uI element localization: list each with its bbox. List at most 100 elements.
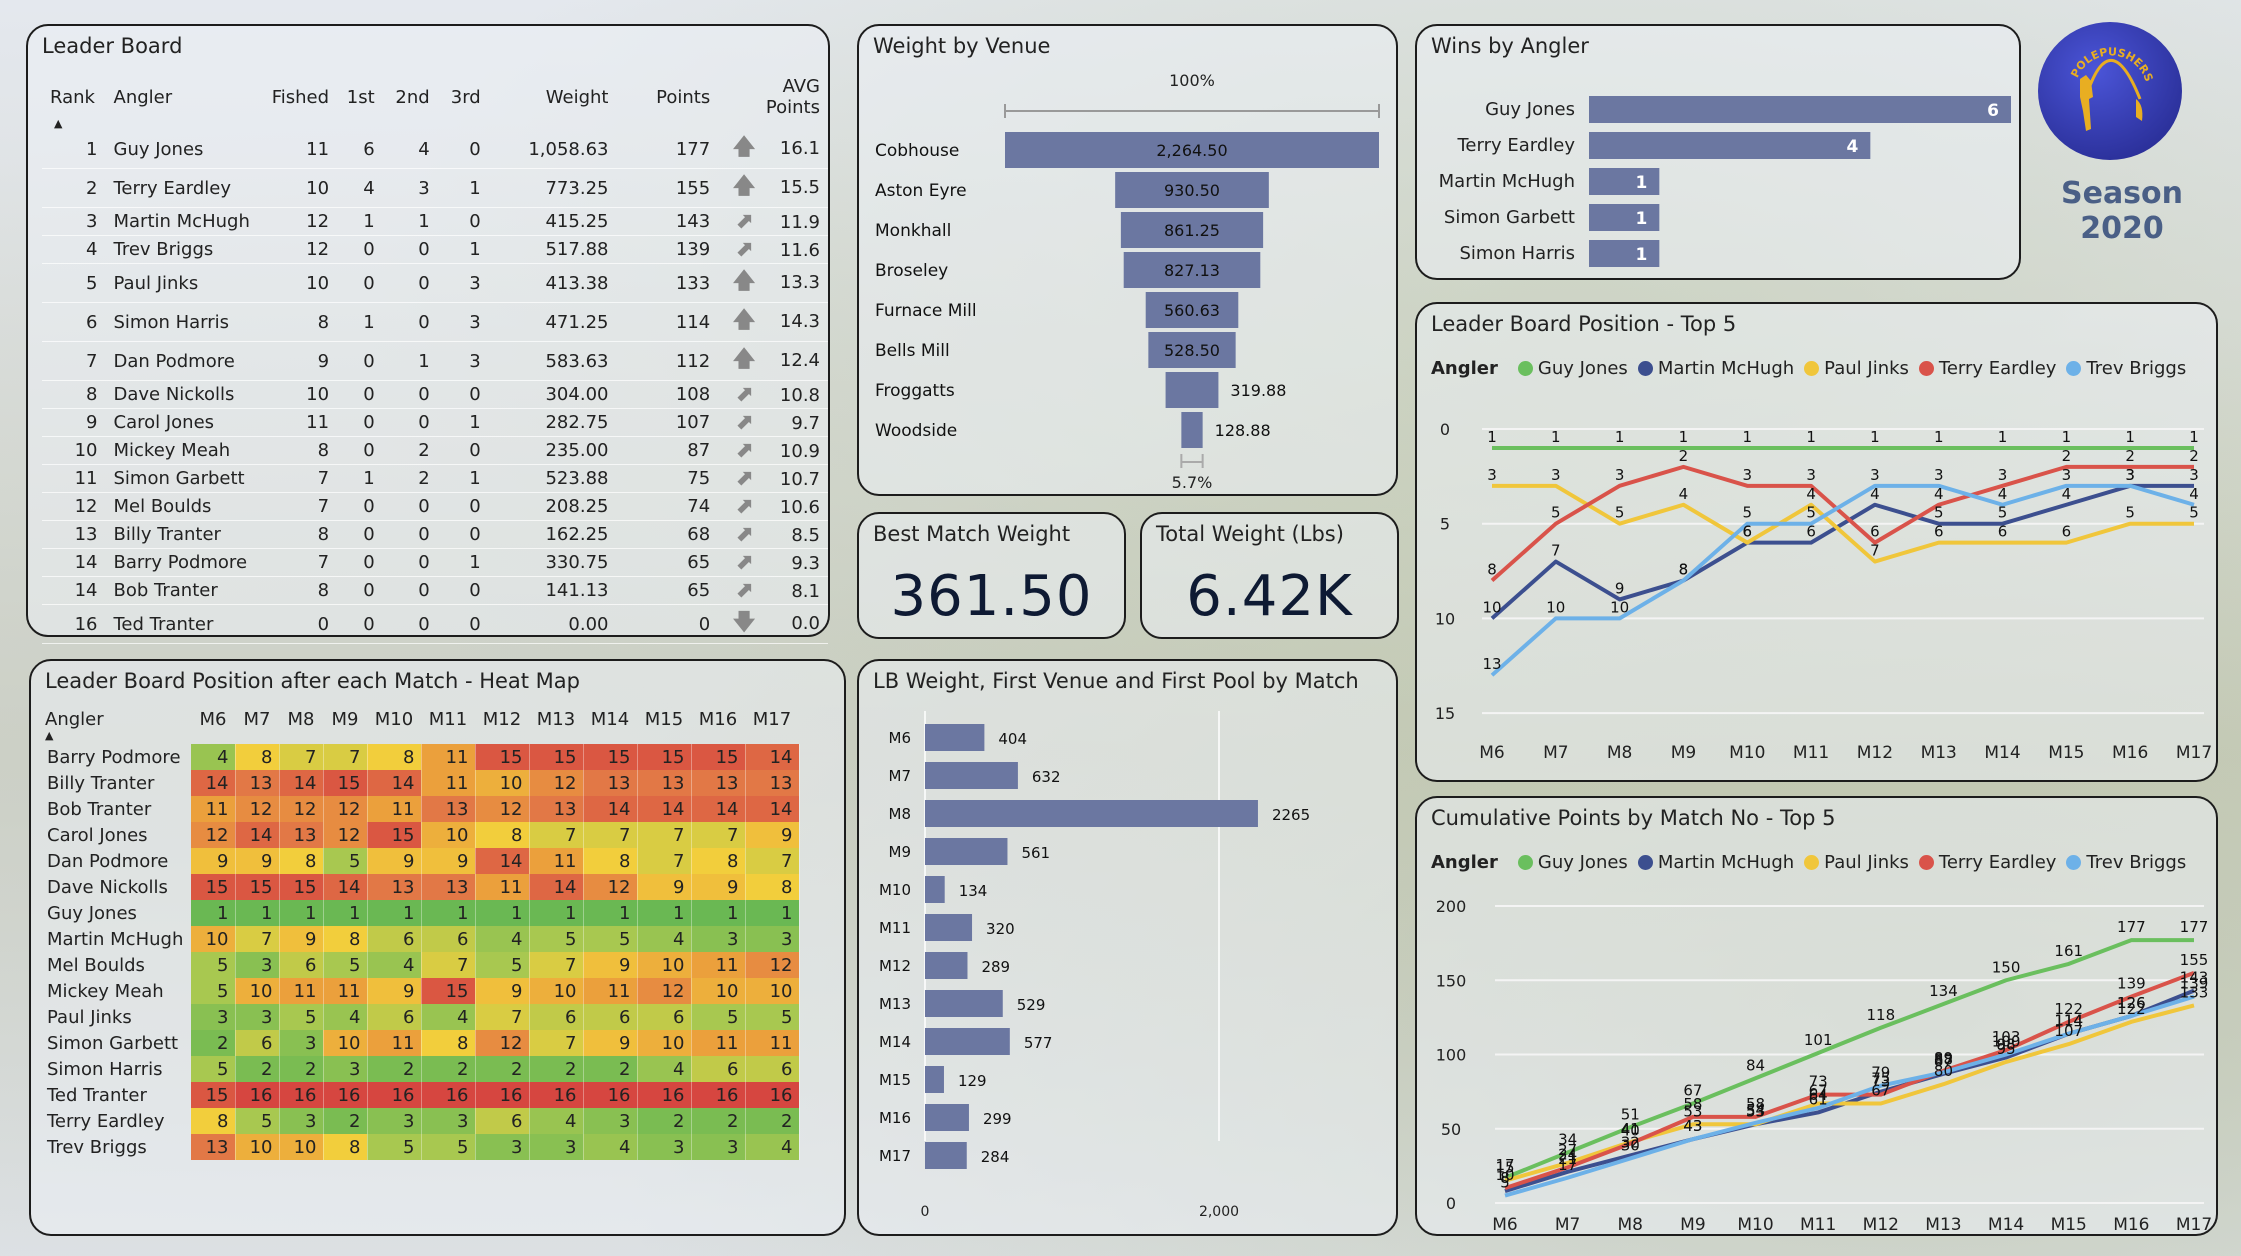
column-header-angler[interactable]: Angler [113,86,173,108]
data-label: 10 [1610,598,1629,616]
cell-avg-points: 🡅 15.5 [718,168,828,208]
legend-item[interactable]: Terry Eardley [1938,852,2057,873]
legend-item[interactable]: Guy Jones [1537,852,1628,873]
legend-item[interactable]: Martin McHugh [1657,358,1795,379]
series-line-terry-eardley[interactable] [1504,970,2195,1191]
legend-item[interactable]: Guy Jones [1537,358,1628,379]
column-header-avg-points[interactable]: AVG Points [765,76,820,118]
leader-board-row[interactable]: 6 Simon Harris 8 1 0 3 471.25 114 🡅 14.3 [42,302,828,342]
leader-board-row[interactable]: 10 Mickey Meah 8 0 2 0 235.00 87 ⬈ 10.9 [42,436,828,465]
leader-board-row[interactable]: 5 Paul Jinks 10 0 0 3 413.38 133 🡅 13.3 [42,263,828,303]
data-label: 43 [1683,1117,1702,1135]
data-label: 6 [1806,523,1816,541]
funnel-bar[interactable] [1115,172,1269,208]
heat-map-header-m9[interactable]: M9 [331,709,359,730]
leader-board-row[interactable]: 16 Ted Tranter 0 0 0 0 0.00 0 🡇 0.0 [42,604,828,644]
heat-map-header-m8[interactable]: M8 [287,709,315,730]
wins-bar[interactable] [1589,96,2011,123]
column-header-weight[interactable]: Weight [545,86,609,108]
heat-map-header-m14[interactable]: M14 [590,709,630,730]
cell-first: 1 [337,302,383,342]
heat-map-cell: 13 [745,770,800,796]
leader-board-row[interactable]: 1 Guy Jones 11 6 4 0 1,058.63 177 🡅 16.1 [42,130,828,169]
match-bar[interactable] [925,1066,944,1093]
leader-board-row[interactable]: 14 Bob Tranter 8 0 0 0 141.13 65 ⬈ 8.1 [42,576,828,605]
funnel-bar[interactable] [1148,332,1236,368]
wins-bar[interactable] [1589,132,1871,159]
heat-map-header-m13[interactable]: M13 [536,709,576,730]
match-bar[interactable] [925,876,945,903]
funnel-value-label: 861.25 [1164,221,1220,240]
series-line-trev-briggs[interactable] [1504,994,2195,1198]
heat-map-header-m17[interactable]: M17 [752,709,792,730]
leader-board-row[interactable]: 11 Simon Garbett 7 1 2 1 523.88 75 ⬈ 10.7 [42,464,828,493]
heat-map-header-m16[interactable]: M16 [698,709,738,730]
legend-item[interactable]: Trev Briggs [2086,358,2187,379]
funnel-bar[interactable] [1123,252,1261,288]
legend-item[interactable]: Paul Jinks [1824,852,1909,873]
column-header-third[interactable]: 3rd [450,86,481,108]
funnel-bar[interactable] [1165,372,1219,408]
match-bar[interactable] [925,762,1018,789]
leader-board-row[interactable]: 4 Trev Briggs 12 0 0 1 517.88 139 ⬈ 11.6 [42,235,828,264]
cell-second: 1 [382,341,438,381]
cell-third: 3 [437,341,489,381]
leader-board-row[interactable]: 12 Mel Boulds 7 0 0 0 208.25 74 ⬈ 10.6 [42,492,828,521]
match-bar[interactable] [925,1028,1010,1055]
cell-rank: 11 [42,464,106,493]
x-tick-label: M17 [2176,1215,2212,1234]
leader-board-row[interactable]: 14 Barry Podmore 7 0 0 1 330.75 65 ⬈ 9.3 [42,548,828,577]
data-label: 3 [2189,466,2199,484]
heat-map-cell: 16 [637,1082,692,1108]
match-bar[interactable] [925,1104,969,1131]
match-bar[interactable] [925,838,1008,865]
column-header-second[interactable]: 2nd [395,86,430,108]
heat-map-header-m10[interactable]: M10 [374,709,414,730]
leader-board-row[interactable]: 8 Dave Nickolls 10 0 0 0 304.00 108 ⬈ 10.8 [42,380,828,409]
column-header-points[interactable]: Points [656,86,711,108]
leader-board-row[interactable]: 9 Carol Jones 11 0 0 1 282.75 107 ⬈ 9.7 [42,408,828,437]
cell-first: 0 [337,436,383,465]
leader-board-row[interactable]: 7 Dan Podmore 9 0 1 3 583.63 112 🡅 12.4 [42,341,828,381]
leader-board-row[interactable]: 3 Martin McHugh 12 1 1 0 415.25 143 ⬈ 11.9 [42,207,828,236]
leader-board-row[interactable]: 2 Terry Eardley 10 4 3 1 773.25 155 🡅 15.5 [42,168,828,208]
series-line-guy-jones[interactable] [1504,938,2194,1180]
funnel-bar[interactable] [1005,132,1379,168]
legend-item[interactable]: Terry Eardley [1938,358,2057,379]
heat-map-header-m6[interactable]: M6 [199,709,227,730]
match-bar[interactable] [925,990,1003,1017]
match-bar[interactable] [925,952,968,979]
series-line-paul-jinks[interactable] [1492,483,2194,564]
wins-bar[interactable] [1589,204,1660,231]
funnel-bar[interactable] [1181,412,1203,448]
leader-board-row[interactable]: 13 Billy Tranter 8 0 0 0 162.25 68 ⬈ 8.5 [42,520,828,549]
column-header-rank[interactable]: Rank ▲ [50,86,95,131]
series-line-terry-eardley[interactable] [1490,464,2194,582]
heat-map-header-m11[interactable]: M11 [428,709,468,730]
cell-weight: 517.88 [488,235,617,264]
arrow-up-right-icon: ⬈ [734,494,754,519]
x-tick-label: M8 [1607,743,1632,763]
heat-map-cell: 10 [191,926,236,952]
legend-item[interactable]: Trev Briggs [2086,852,2187,873]
legend-item[interactable]: Martin McHugh [1657,852,1795,873]
heat-map-header-m12[interactable]: M12 [482,709,522,730]
x-tick-label: M13 [1921,743,1957,763]
funnel-bar[interactable] [1145,292,1239,328]
series-line-martin-mchugh[interactable] [1504,988,2195,1194]
column-header-fished[interactable]: Fished [271,86,330,108]
match-bar[interactable] [925,800,1258,827]
column-header-first[interactable]: 1st [346,86,375,108]
wins-bar[interactable] [1589,168,1660,195]
heat-map-header-angler[interactable]: Angler ▲ [45,709,104,742]
match-bar[interactable] [925,1142,967,1169]
match-bar[interactable] [925,724,985,751]
series-line-trev-briggs[interactable] [1490,483,2195,677]
funnel-bar[interactable] [1120,212,1264,248]
legend-item[interactable]: Paul Jinks [1824,358,1909,379]
series-line-martin-mchugh[interactable] [1490,483,2194,620]
wins-bar[interactable] [1589,240,1660,267]
heat-map-header-m7[interactable]: M7 [243,709,271,730]
heat-map-header-m15[interactable]: M15 [644,709,684,730]
match-bar[interactable] [925,914,973,941]
